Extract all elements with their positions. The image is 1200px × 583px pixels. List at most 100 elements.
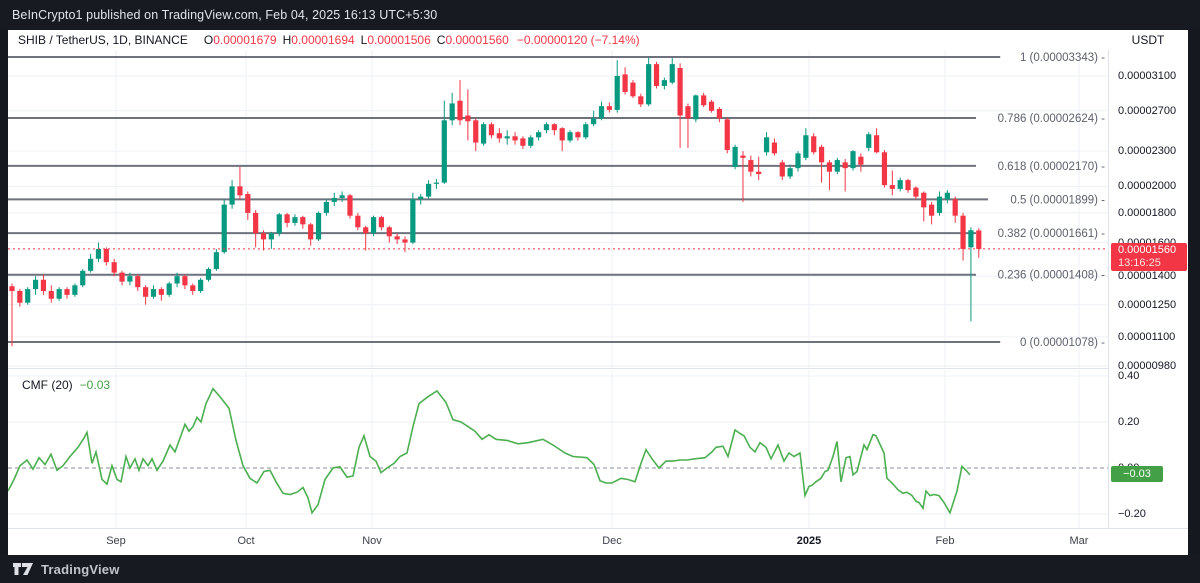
candle-body-down <box>245 194 251 213</box>
candle-body-down <box>724 119 730 151</box>
candle-body-down <box>685 106 691 119</box>
candle-body-up <box>897 180 903 189</box>
time-axis-label-Mar: Mar <box>1069 535 1089 547</box>
candle-body-up <box>213 252 219 270</box>
attribution-text: BeInCrypto1 published on TradingView.com… <box>12 8 438 22</box>
pane-separator[interactable] <box>8 368 1188 369</box>
candle-body-up <box>205 269 212 280</box>
price-axis-label: 0.00000980 <box>1118 359 1177 372</box>
open-value: 0.00001679 <box>213 33 277 47</box>
candle-body-up <box>591 118 597 125</box>
candle-body-down <box>551 124 557 131</box>
cmf-value: −0.03 <box>79 378 111 392</box>
candle-body-up <box>504 136 510 139</box>
candle-body-down <box>64 289 70 295</box>
candle-body-up <box>441 120 447 183</box>
candle-body-down <box>858 156 864 165</box>
candle-body-up <box>276 214 282 234</box>
price-axis-label: 0.00002700 <box>1118 104 1177 117</box>
candle-body-down <box>253 212 259 234</box>
candle-body-down <box>748 160 754 172</box>
symbol-header: SHIB / TetherUS, 1D, BINANCE O 0.0000167… <box>8 30 1188 50</box>
candle-body-up <box>536 132 542 138</box>
cmf-value-badge: −0.03 <box>1111 465 1163 482</box>
candle-body-down <box>653 64 660 86</box>
fib-label-0.236: 0.236 (0.00001408) - <box>998 270 1106 282</box>
candle-body-down <box>701 95 707 106</box>
candle-body-up <box>88 258 94 271</box>
candle-body-up <box>418 196 424 200</box>
price-axis-label: 0.00002300 <box>1118 145 1177 158</box>
candle-body-down <box>976 230 982 249</box>
candle-body-down <box>520 138 526 146</box>
cmf-line <box>8 387 971 515</box>
candle-body-up <box>370 217 377 234</box>
chart-card: SHIB / TetherUS, 1D, BINANCE O 0.0000167… <box>8 30 1188 555</box>
price-axis-label: 0.00002000 <box>1118 180 1177 193</box>
fib-label-0.382: 0.382 (0.00001661) - <box>998 228 1106 240</box>
candle-body-up <box>795 153 801 169</box>
candle-body-down <box>473 120 479 143</box>
candle-body-up <box>693 95 699 120</box>
candle-body-up <box>80 270 86 286</box>
candle-body-up <box>433 182 440 184</box>
candle-body-up <box>936 196 943 213</box>
price-axis-label: 0.00003100 <box>1118 70 1177 82</box>
candle-body-up <box>25 289 31 303</box>
cmf-indicator-title[interactable]: CMF (20) −0.03 <box>22 378 110 392</box>
candle-body-down <box>103 248 109 263</box>
candle-body-up <box>268 233 274 240</box>
candle-body-down <box>575 132 581 138</box>
candle-body-up <box>198 279 204 291</box>
candle-body-up <box>449 103 455 121</box>
candle-body-down <box>512 136 518 141</box>
candle-body-up <box>127 276 133 282</box>
candle-body-up <box>339 195 345 198</box>
candle-body-down <box>779 162 785 177</box>
candle-body-up <box>732 146 738 167</box>
candle-body-down <box>119 272 125 282</box>
cmf-pane[interactable] <box>8 370 1108 528</box>
symbol-title[interactable]: SHIB / TetherUS, 1D, BINANCE <box>18 33 188 47</box>
candle-body-down <box>260 233 267 240</box>
tradingview-logo-icon[interactable] <box>12 561 34 577</box>
candle-body-down <box>9 286 15 291</box>
candle-body-up <box>567 132 573 141</box>
candle-body-down <box>771 142 778 154</box>
cmf-axis-label: −0.20 <box>1118 508 1146 520</box>
candle-body-up <box>834 160 840 172</box>
fib-label-0.618: 0.618 (0.00002170) - <box>998 161 1106 173</box>
candle-body-down <box>716 108 722 119</box>
time-axis[interactable]: Sep Oct Nov Dec 2025 Feb Mar <box>8 529 1188 555</box>
candle-body-up <box>646 64 652 105</box>
candle-body-up <box>32 279 39 290</box>
attribution-bar: BeInCrypto1 published on TradingView.com… <box>0 0 1200 30</box>
candle-body-down <box>158 289 164 295</box>
high-value: 0.00001694 <box>291 33 355 47</box>
fib-label-1: 1 (0.00003343) - <box>1020 52 1105 64</box>
candle-body-down <box>347 195 353 216</box>
last-price-badge: 0.00001560 13:16:25 <box>1111 242 1187 271</box>
candle-body-up <box>481 124 487 144</box>
candle-body-down <box>488 124 495 136</box>
cmf-axis-label: 0.40 <box>1118 370 1140 382</box>
high-label: H <box>282 33 292 47</box>
candle-body-up <box>150 289 157 297</box>
candle-body-up <box>323 201 329 213</box>
candle-body-up <box>543 124 550 131</box>
low-value: 0.00001506 <box>367 33 431 47</box>
time-axis-label-Dec: Dec <box>602 535 622 547</box>
price-axis-label: 0.00001100 <box>1118 330 1176 343</box>
candle-body-down <box>402 239 408 243</box>
close-value: 0.00001560 <box>445 33 509 47</box>
candle-body-up <box>763 137 770 153</box>
candle-body-down <box>237 186 243 196</box>
low-label: L <box>360 33 368 47</box>
price-pane[interactable]: 1 (0.00003343) - 0.786 (0.00002624) - 0.61… <box>8 50 1108 368</box>
time-axis-separator <box>8 528 1188 529</box>
time-axis-label-Feb: Feb <box>935 535 955 547</box>
price-axis[interactable]: 0.00001560 13:16:25 −0.03 0.00003100 0.00… <box>1108 50 1188 528</box>
tradingview-brand[interactable]: TradingView <box>41 561 120 577</box>
time-axis-label-Sep: Sep <box>106 535 126 547</box>
candle-body-down <box>921 192 927 208</box>
